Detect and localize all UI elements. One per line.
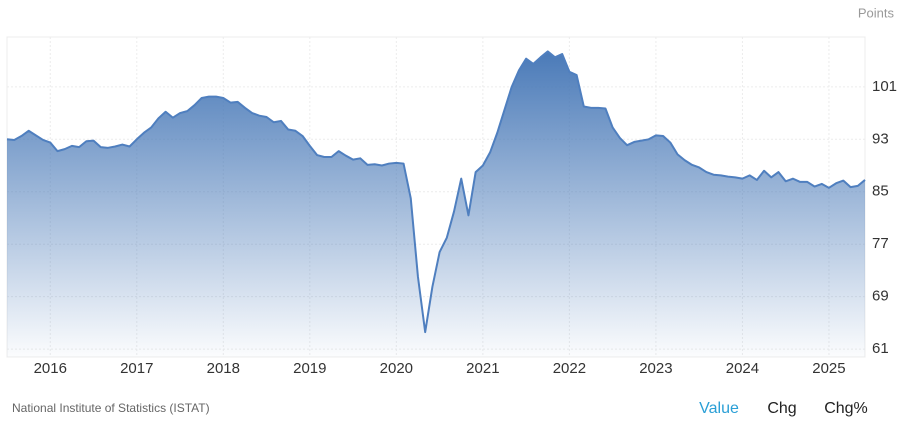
x-tick-label: 2020 bbox=[380, 360, 413, 377]
area bbox=[7, 51, 865, 358]
x-tick-label: 2017 bbox=[120, 360, 153, 377]
x-tick-label: 2019 bbox=[293, 360, 326, 377]
chg-button[interactable]: Chg bbox=[767, 400, 796, 417]
unit-label: Points bbox=[858, 5, 895, 20]
y-tick-label: 69 bbox=[872, 288, 889, 305]
y-tick-label: 61 bbox=[872, 340, 889, 357]
x-tick-label: 2021 bbox=[466, 360, 499, 377]
y-tick-label: 93 bbox=[872, 130, 889, 147]
y-tick-label: 85 bbox=[872, 183, 889, 200]
y-tick-label: 77 bbox=[872, 235, 889, 252]
chg-pct-button[interactable]: Chg% bbox=[824, 400, 868, 417]
line bbox=[6, 50, 866, 334]
x-tick-label: 2024 bbox=[726, 360, 759, 377]
value-button[interactable]: Value bbox=[699, 400, 739, 417]
x-tick-label: 2025 bbox=[812, 360, 845, 377]
x-tick-label: 2023 bbox=[639, 360, 672, 377]
source: National Institute of Statistics (ISTAT) bbox=[12, 401, 210, 415]
x-tick-label: 2016 bbox=[34, 360, 67, 377]
y-tick-label: 101 bbox=[872, 78, 897, 95]
x-tick-label: 2022 bbox=[553, 360, 586, 377]
x-tick-label: 2018 bbox=[207, 360, 240, 377]
